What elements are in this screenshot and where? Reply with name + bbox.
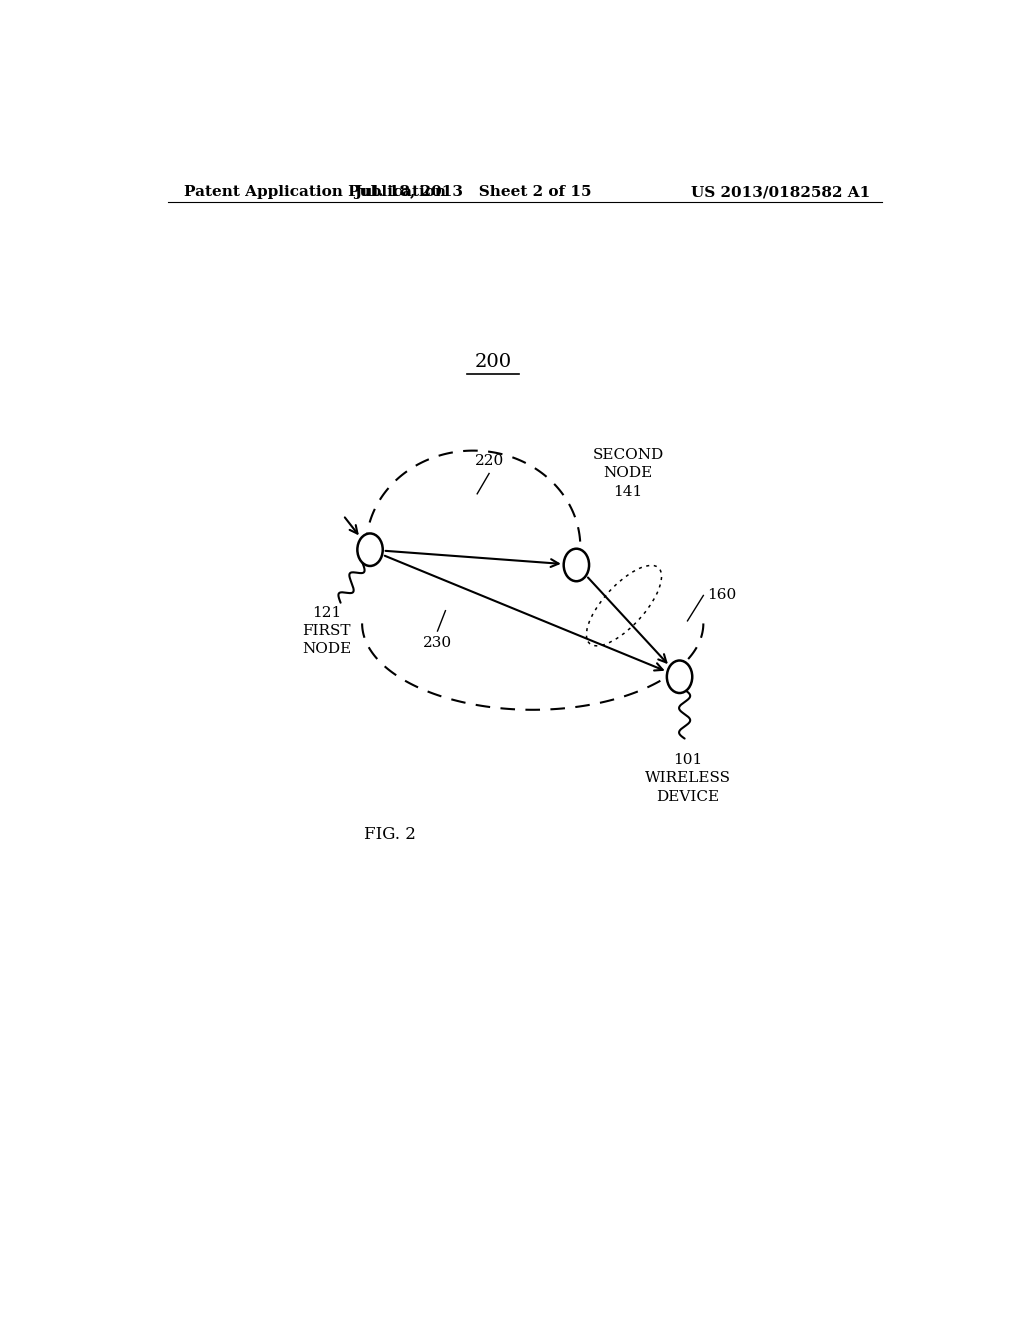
Circle shape bbox=[563, 549, 589, 581]
Text: FIG. 2: FIG. 2 bbox=[364, 826, 416, 842]
Text: 101
WIRELESS
DEVICE: 101 WIRELESS DEVICE bbox=[644, 752, 730, 804]
Text: 200: 200 bbox=[474, 352, 512, 371]
Text: Jul. 18, 2013   Sheet 2 of 15: Jul. 18, 2013 Sheet 2 of 15 bbox=[354, 185, 592, 199]
Text: 220: 220 bbox=[474, 454, 504, 469]
Text: 160: 160 bbox=[708, 589, 736, 602]
Text: 121
FIRST
NODE: 121 FIRST NODE bbox=[302, 606, 351, 656]
Text: 230: 230 bbox=[423, 636, 452, 651]
Text: US 2013/0182582 A1: US 2013/0182582 A1 bbox=[691, 185, 870, 199]
Circle shape bbox=[667, 660, 692, 693]
Text: Patent Application Publication: Patent Application Publication bbox=[183, 185, 445, 199]
Circle shape bbox=[357, 533, 383, 566]
Text: SECOND
NODE
141: SECOND NODE 141 bbox=[592, 447, 664, 499]
